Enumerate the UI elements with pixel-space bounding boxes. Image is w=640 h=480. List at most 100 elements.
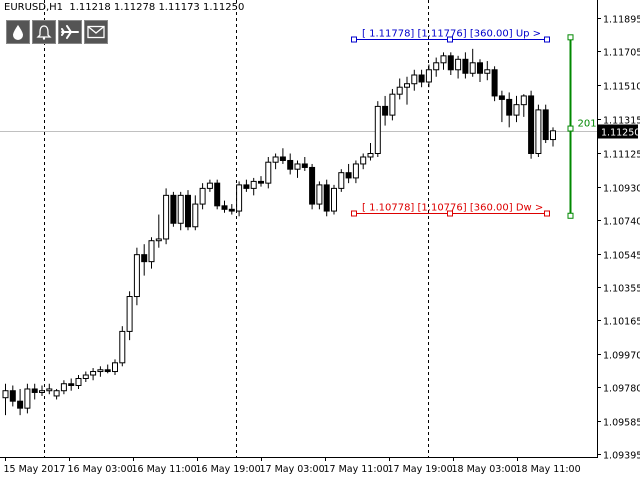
- candle-body: [484, 69, 491, 74]
- candle-body: [177, 194, 184, 224]
- y-tick-label: 1.10355: [603, 284, 640, 295]
- y-tick-label: 1.10930: [603, 184, 640, 195]
- candle-body: [316, 184, 323, 205]
- candle-body: [68, 383, 75, 386]
- candle: [243, 179, 250, 192]
- x-tick-label: 15 May 2017: [4, 464, 66, 475]
- symbol-ohlc-header: EURUSD,H1 1.11218 1.11278 1.11173 1.1125…: [4, 2, 244, 13]
- candle-body: [301, 163, 308, 168]
- candle: [309, 163, 316, 210]
- up-channel-label: [ 1.11778] [1.11776] [360.00] Up >: [362, 29, 541, 40]
- candle: [68, 378, 75, 391]
- candle: [338, 169, 345, 192]
- candle: [148, 237, 155, 269]
- candle-body: [382, 105, 389, 116]
- candle-body: [389, 93, 396, 116]
- candle: [258, 176, 264, 187]
- x-tick-label: 17 May 03:00: [260, 464, 325, 475]
- candle-body: [279, 156, 286, 161]
- up-channel-handle[interactable]: [447, 36, 453, 43]
- candle-body: [550, 130, 556, 141]
- drop-button[interactable]: [6, 20, 30, 44]
- candle: [60, 380, 67, 395]
- candle: [550, 127, 556, 147]
- candle: [462, 52, 469, 79]
- up-channel-handle[interactable]: [544, 36, 550, 43]
- candle-body: [112, 362, 118, 373]
- candle-body: [272, 156, 279, 163]
- candle: [477, 59, 483, 82]
- candle: [360, 153, 367, 170]
- candle: [133, 247, 140, 306]
- candle-body: [31, 388, 38, 393]
- y-tick-label: 1.11125: [603, 150, 640, 161]
- candle-body: [294, 163, 301, 170]
- candle-body: [425, 69, 432, 83]
- candle-body: [535, 109, 542, 154]
- range-handle[interactable]: [567, 125, 574, 132]
- candle-body: [60, 383, 67, 392]
- down-channel-handle[interactable]: [544, 210, 550, 217]
- y-tick-label: 1.11315: [603, 116, 640, 127]
- down-channel-handle[interactable]: [351, 210, 357, 217]
- candle-body: [126, 296, 133, 332]
- candle: [39, 385, 45, 396]
- candle: [513, 95, 520, 123]
- candle-body: [39, 390, 45, 393]
- y-tick-label: 1.09585: [603, 418, 640, 429]
- candle: [185, 190, 191, 231]
- down-channel-handle[interactable]: [447, 210, 453, 217]
- range-handle[interactable]: [567, 34, 574, 41]
- candle-body: [506, 98, 513, 116]
- candle-body: [411, 74, 418, 85]
- quick-toolbar: [6, 20, 108, 44]
- candle-body: [53, 390, 60, 397]
- candle: [236, 181, 243, 217]
- current-price-label: 1.11250: [601, 128, 640, 139]
- candle-body: [433, 62, 440, 71]
- y-tick-label: 1.09780: [603, 384, 640, 395]
- candle-body: [2, 390, 9, 399]
- candle: [418, 69, 425, 88]
- candle-body: [338, 172, 345, 189]
- candle: [170, 191, 177, 227]
- x-tick-label: 16 May 03:00: [68, 464, 133, 475]
- candle-body: [447, 55, 454, 71]
- candle: [206, 179, 213, 192]
- candle: [126, 291, 133, 341]
- candle-body: [46, 388, 53, 392]
- x-tick-label: 17 May 11:00: [324, 464, 389, 475]
- x-tick-label: 18 May 11:00: [516, 464, 581, 475]
- candle-body: [97, 369, 104, 373]
- envelope-icon: [87, 25, 105, 39]
- candle-body: [155, 238, 162, 242]
- candle: [520, 94, 527, 117]
- candle-body: [396, 86, 403, 95]
- email-button[interactable]: [84, 20, 108, 44]
- bell-icon: [36, 25, 52, 40]
- candle: [345, 163, 352, 184]
- candle-body: [352, 163, 359, 179]
- candle-body: [287, 159, 294, 170]
- candle-body: [477, 62, 483, 74]
- candle: [389, 88, 396, 121]
- candle-body: [206, 182, 213, 189]
- alert-button[interactable]: [32, 20, 56, 44]
- candle: [506, 92, 513, 128]
- candle: [265, 156, 272, 189]
- candle-body: [119, 330, 126, 364]
- candle: [491, 66, 498, 102]
- range-handle[interactable]: [567, 212, 574, 219]
- candle: [46, 383, 53, 395]
- candle: [287, 153, 294, 175]
- candle-body: [360, 156, 367, 165]
- up-channel-handle[interactable]: [351, 36, 357, 43]
- candle: [17, 388, 24, 416]
- x-tick-label: 17 May 19:00: [388, 464, 453, 475]
- trade-button[interactable]: [58, 20, 82, 44]
- candle: [250, 177, 257, 196]
- candle-body: [170, 194, 177, 224]
- candle-body: [309, 166, 316, 205]
- candle-body: [228, 208, 235, 212]
